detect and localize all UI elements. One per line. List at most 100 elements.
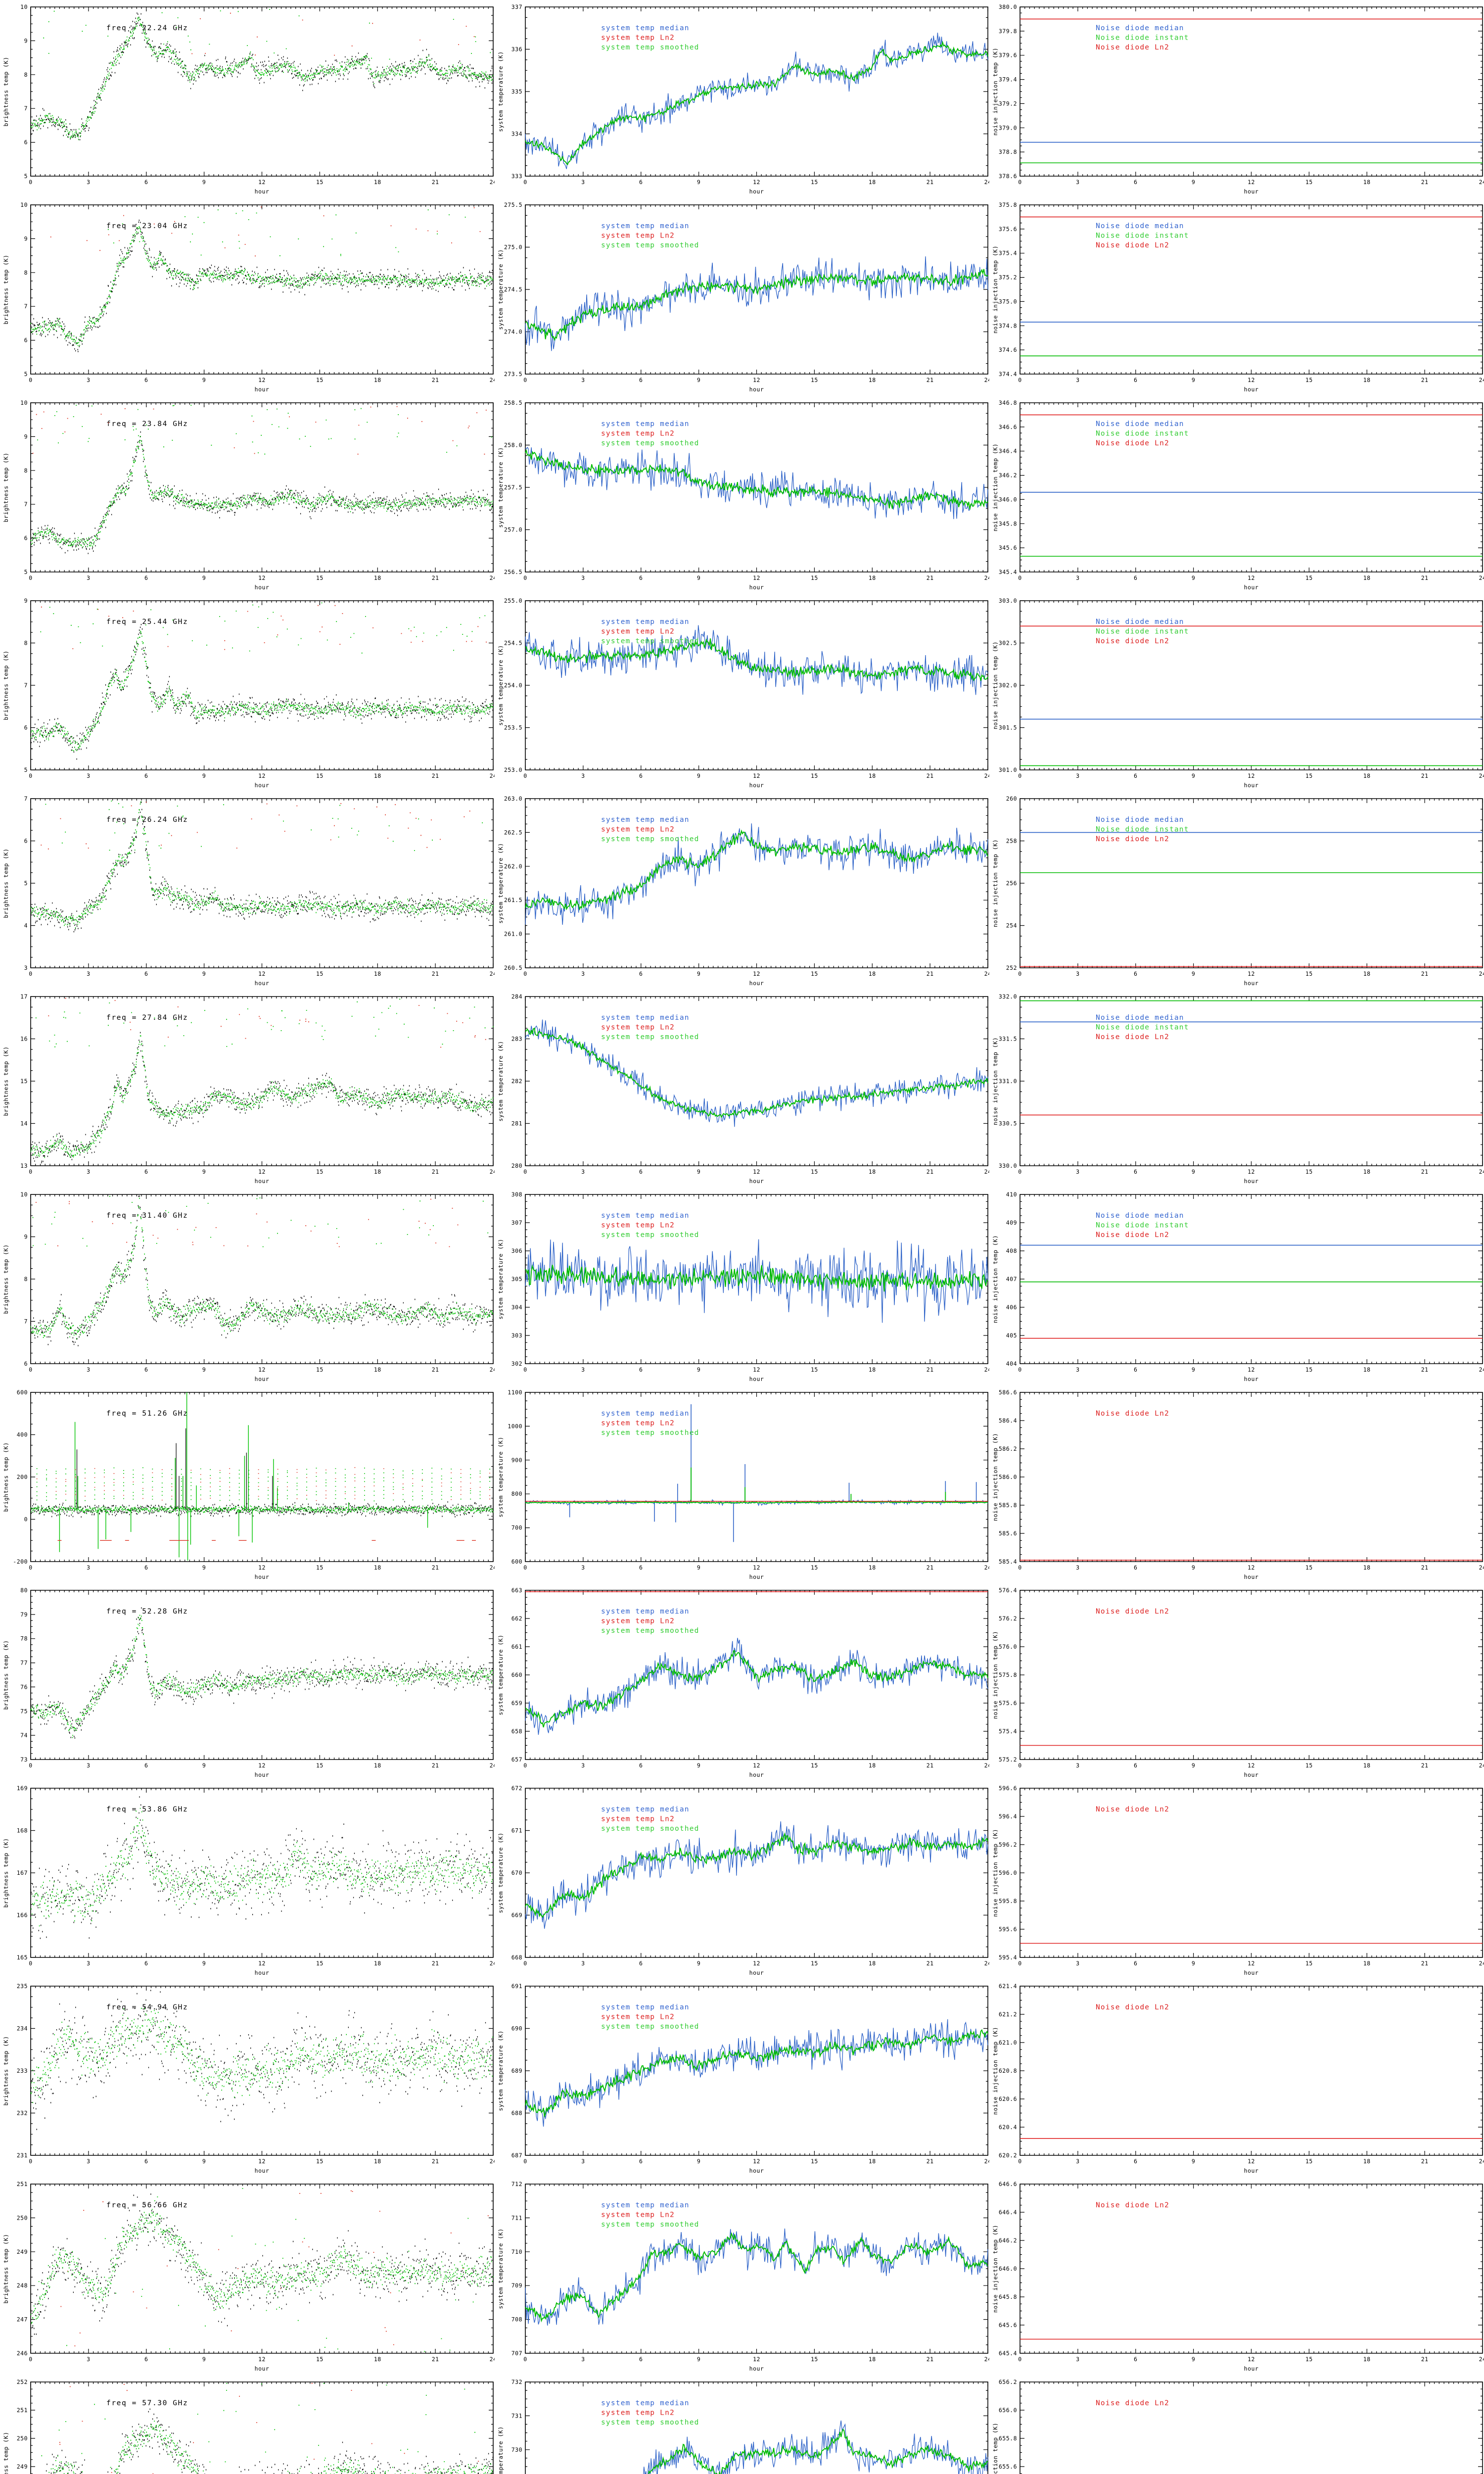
y-tick-label: 661 bbox=[511, 1643, 522, 1650]
y-tick-label: 253.5 bbox=[504, 724, 522, 731]
axis-ticks bbox=[30, 1392, 494, 1562]
x-tick-label: 18 bbox=[869, 179, 876, 186]
x-tick-label: 15 bbox=[316, 1168, 324, 1175]
y-tick-label: 5 bbox=[24, 569, 28, 575]
x-tick-label: 6 bbox=[639, 2356, 643, 2363]
y-tick-label: 672 bbox=[511, 1785, 522, 1792]
x-tick-label: 15 bbox=[1305, 2356, 1313, 2363]
y-axis-label: system temperature (K) bbox=[497, 1238, 504, 1319]
y-tick-label: 9 bbox=[24, 597, 28, 604]
legend-diode-0: Noise diode Ln2 bbox=[1096, 1806, 1169, 1813]
plot-title: freq = 27.84 GHz bbox=[106, 1014, 188, 1022]
x-tick-label: 18 bbox=[1363, 1366, 1371, 1373]
tsys-plot-row10: 0 3 6 9 12 15 18 21 24 668 669 670 671 672 hour system … bbox=[497, 1785, 989, 1976]
y-tick-label: 330.5 bbox=[999, 1120, 1017, 1127]
x-tick-label: 21 bbox=[432, 1366, 439, 1373]
x-tick-label: 6 bbox=[639, 377, 643, 383]
x-tick-label: 0 bbox=[523, 2158, 527, 2165]
legend-diode-2: Noise diode Ln2 bbox=[1096, 241, 1169, 249]
brightness-temp-black-scatter bbox=[30, 1607, 494, 1739]
y-tick-label: 331.0 bbox=[999, 1078, 1017, 1085]
y-tick-label: 689 bbox=[511, 2067, 522, 2074]
legend-tsys-2: system temp smoothed bbox=[601, 1429, 699, 1437]
x-tick-label: 24 bbox=[490, 2158, 495, 2165]
system-temp-smoothed-line bbox=[525, 1832, 988, 1918]
x-tick-label: 21 bbox=[432, 1564, 439, 1571]
brightness-temp-black-scatter bbox=[30, 1195, 493, 1346]
legend-diode-2: Noise diode Ln2 bbox=[1096, 1231, 1169, 1239]
y-tick-label: 8 bbox=[24, 1276, 28, 1283]
axis-ticks bbox=[30, 1194, 494, 1364]
x-tick-label: 3 bbox=[581, 772, 585, 779]
x-tick-label: 9 bbox=[1192, 1366, 1195, 1373]
x-tick-label: 15 bbox=[811, 377, 818, 383]
axis-ticks bbox=[30, 798, 494, 968]
plot-frame bbox=[1020, 1986, 1483, 2156]
plot-frame bbox=[1020, 2184, 1483, 2354]
x-tick-label: 24 bbox=[984, 2158, 989, 2165]
plot-title: freq = 52.28 GHz bbox=[106, 1608, 188, 1616]
axis-ticks bbox=[30, 1986, 494, 2156]
y-tick-label: 7 bbox=[24, 105, 28, 112]
y-tick-label: 168 bbox=[17, 1827, 28, 1834]
y-tick-label: 307 bbox=[511, 1219, 522, 1226]
plot-frame bbox=[30, 2184, 494, 2354]
y-tick-label: 275.0 bbox=[504, 244, 522, 251]
x-tick-label: 6 bbox=[144, 1366, 148, 1373]
channel-row-51.26ghz: 03691215182124-2000200400600hourbrightne… bbox=[0, 1385, 1484, 1583]
axis-ticks bbox=[1020, 1194, 1483, 1364]
y-tick-label: 346.4 bbox=[999, 448, 1017, 455]
y-tick-label: 6 bbox=[24, 1360, 28, 1367]
x-tick-label: 6 bbox=[1134, 1564, 1137, 1571]
x-tick-label: 12 bbox=[1248, 2158, 1255, 2165]
y-tick-label: 257.5 bbox=[504, 484, 522, 491]
x-tick-label: 24 bbox=[1479, 1168, 1484, 1175]
system-temp-smoothed-line bbox=[525, 638, 988, 682]
x-tick-label: 21 bbox=[927, 1762, 934, 1769]
system-temp-median-line bbox=[525, 1019, 988, 1127]
y-tick-label: 16 bbox=[20, 1036, 28, 1043]
y-tick-label: 586.6 bbox=[999, 1389, 1017, 1396]
y-tick-label: 405 bbox=[1006, 1332, 1017, 1339]
x-tick-label: 15 bbox=[1305, 377, 1313, 383]
y-tick-label: 303.0 bbox=[999, 597, 1017, 604]
axis-ticks bbox=[525, 2184, 988, 2354]
x-tick-label: 18 bbox=[374, 2158, 381, 2165]
y-tick-label: 6 bbox=[24, 337, 28, 344]
y-tick-label: 234 bbox=[17, 2025, 28, 2032]
y-tick-label: 302.5 bbox=[999, 640, 1017, 647]
y-tick-label: 645.6 bbox=[999, 2322, 1017, 2329]
x-tick-label: 6 bbox=[1134, 179, 1137, 186]
x-axis-label: hour bbox=[255, 1376, 270, 1382]
brightness-temp-green-scatter bbox=[30, 630, 493, 752]
x-tick-label: 18 bbox=[1363, 2158, 1371, 2165]
nd-plot-row13: 03691215182124655.0655.2655.4655.6655.86… bbox=[992, 2379, 1483, 2474]
y-tick-label: 621.0 bbox=[999, 2039, 1017, 2046]
outlier-dots-red bbox=[59, 2382, 479, 2474]
x-tick-label: 21 bbox=[927, 1564, 934, 1571]
x-tick-label: 18 bbox=[374, 574, 381, 581]
y-tick-label: 576.2 bbox=[999, 1615, 1017, 1622]
y-tick-label: 248 bbox=[17, 2282, 28, 2289]
y-axis-label: brightness temp (K) bbox=[2, 1838, 9, 1907]
system-temp-median-line bbox=[525, 256, 988, 351]
outlier-dots-green bbox=[107, 209, 466, 256]
channel-row-57.3ghz: 03691215182124246247248249250251252hourb… bbox=[0, 2375, 1484, 2474]
plot-title: freq = 23.84 GHz bbox=[106, 420, 188, 428]
x-tick-label: 21 bbox=[1421, 970, 1429, 977]
x-tick-label: 24 bbox=[1479, 574, 1484, 581]
y-tick-label: 375.2 bbox=[999, 274, 1017, 281]
x-tick-label: 15 bbox=[1305, 1960, 1313, 1967]
x-tick-label: 24 bbox=[490, 179, 495, 186]
x-tick-label: 6 bbox=[144, 377, 148, 383]
y-tick-label: 690 bbox=[511, 2025, 522, 2032]
x-tick-label: 3 bbox=[87, 970, 90, 977]
plot-frame bbox=[30, 6, 494, 177]
x-tick-label: 9 bbox=[1192, 2158, 1195, 2165]
y-tick-label: 255.0 bbox=[504, 597, 522, 604]
y-tick-label: 251 bbox=[17, 2181, 28, 2188]
brightness-temp-black-scatter bbox=[30, 623, 493, 760]
calibration-dot-columns-red bbox=[36, 1467, 490, 1541]
x-tick-label: 21 bbox=[927, 1168, 934, 1175]
legend-tsys-0: system temp median bbox=[601, 2399, 690, 2407]
